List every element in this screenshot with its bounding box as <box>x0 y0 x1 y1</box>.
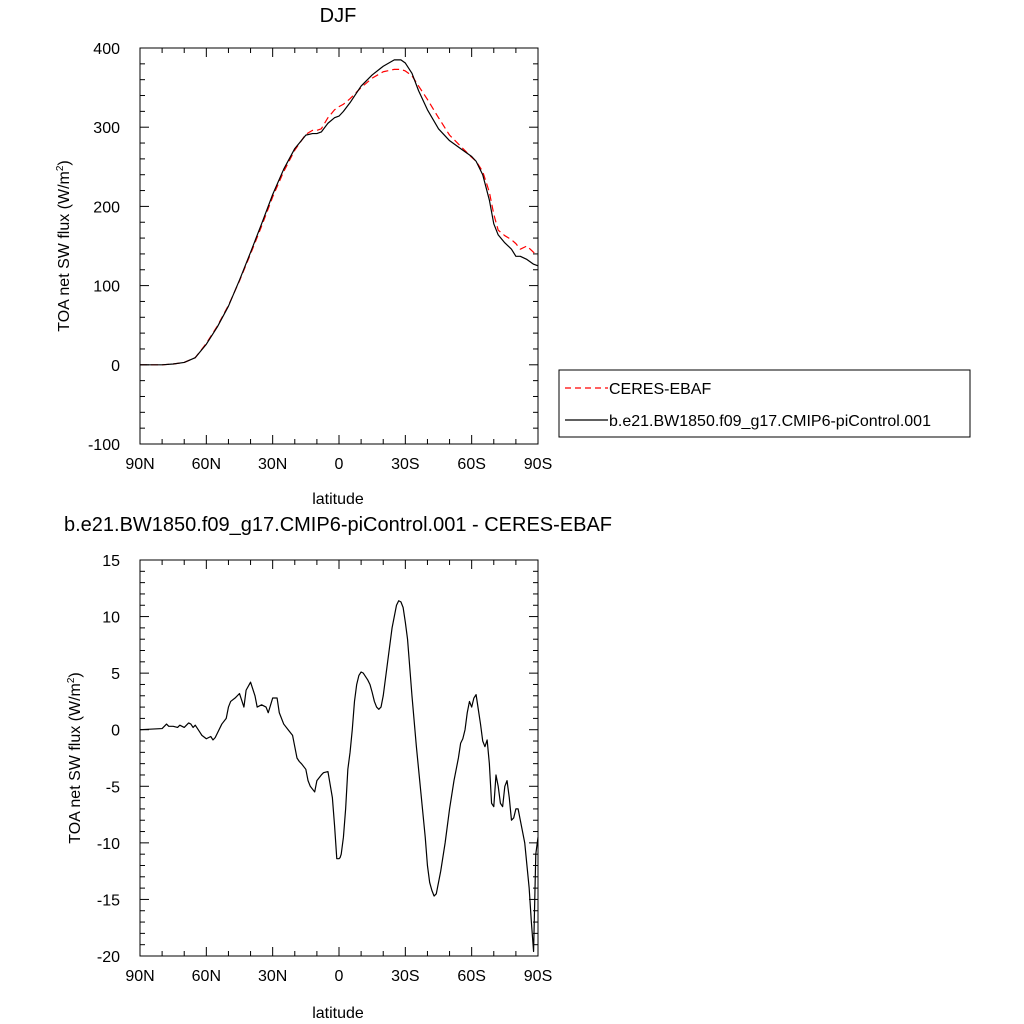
legend-label-model: b.e21.BW1850.f09_g17.CMIP6-piControl.001 <box>609 413 931 430</box>
series-line-model <box>140 59 539 366</box>
x-tick-label: 30N <box>258 456 287 473</box>
x-tick-label: 60N <box>192 968 221 985</box>
y-tick-label: 400 <box>93 41 120 58</box>
y-tick-label: 100 <box>93 279 120 296</box>
x-tick-label: 30S <box>391 968 419 985</box>
y-axis-title: TOA net SW flux (W/m2) <box>55 160 73 332</box>
y-axis-title-main: TOA net SW flux (W/m <box>56 171 73 332</box>
y-axis-title-superscript: 2 <box>55 165 66 171</box>
legend-box <box>558 369 971 438</box>
x-tick-label: 90S <box>524 968 552 985</box>
x-tick-label: 0 <box>335 456 344 473</box>
y-tick-label: 0 <box>111 358 120 375</box>
series-layer <box>139 600 539 953</box>
chart-panel-top: DJF 90N 60N 30N 0 30S 60S 90S -100 0 100 200 300 400… <box>55 5 552 508</box>
x-axis-title: latitude <box>312 491 364 508</box>
y-axis-title-end: ) <box>56 160 73 165</box>
series-line-ceres-ebaf <box>140 68 539 366</box>
legend: CERES-EBAF b.e21.BW1850.f09_g17.CMIP6-pi… <box>558 369 971 438</box>
tick-layer <box>139 559 539 957</box>
chart-panel-bottom: b.e21.BW1850.f09_g17.CMIP6-piControl.001… <box>64 514 612 1022</box>
x-tick-label: 90S <box>524 456 552 473</box>
y-tick-label: -5 <box>106 779 120 796</box>
x-tick-label: 60N <box>192 456 221 473</box>
tick-layer <box>139 47 539 445</box>
y-tick-label: 300 <box>93 120 120 137</box>
legend-label-ceres-ebaf: CERES-EBAF <box>609 381 711 398</box>
x-tick-label: 60S <box>457 968 485 985</box>
chart-title: b.e21.BW1850.f09_g17.CMIP6-piControl.001… <box>64 514 612 536</box>
y-tick-label: 15 <box>102 553 120 570</box>
y-axis-title-end: ) <box>67 672 84 677</box>
series-line-difference <box>139 600 539 953</box>
x-tick-label: 30N <box>258 968 287 985</box>
plot-frame <box>139 559 539 957</box>
y-tick-label: 5 <box>111 666 120 683</box>
y-tick-label: 0 <box>111 723 120 740</box>
y-axis-title-main: TOA net SW flux (W/m <box>67 683 84 844</box>
y-tick-label: -10 <box>97 836 120 853</box>
y-axis-title-superscript: 2 <box>66 677 77 683</box>
y-tick-label: 10 <box>102 610 120 627</box>
plot-frame <box>139 47 539 445</box>
x-tick-label: 0 <box>335 968 344 985</box>
y-tick-label: -15 <box>97 892 120 909</box>
tick-label-layer: 90N 60N 30N 0 30S 60S 90S -100 0 100 200 300 400 <box>88 41 552 473</box>
y-axis-title: TOA net SW flux (W/m2) <box>66 672 84 844</box>
x-tick-label: 90N <box>125 968 154 985</box>
x-tick-label: 90N <box>125 456 154 473</box>
y-tick-label: -100 <box>88 437 120 454</box>
x-tick-label: 60S <box>457 456 485 473</box>
series-layer <box>140 59 539 366</box>
y-tick-label: 200 <box>93 199 120 216</box>
tick-label-layer: 90N 60N 30N 0 30S 60S 90S -20 -15 -10 -5 0 5 10 15 <box>97 553 552 985</box>
x-axis-title: latitude <box>312 1005 364 1022</box>
x-tick-label: 30S <box>391 456 419 473</box>
y-tick-label: -20 <box>97 949 120 966</box>
chart-title: DJF <box>320 5 357 27</box>
